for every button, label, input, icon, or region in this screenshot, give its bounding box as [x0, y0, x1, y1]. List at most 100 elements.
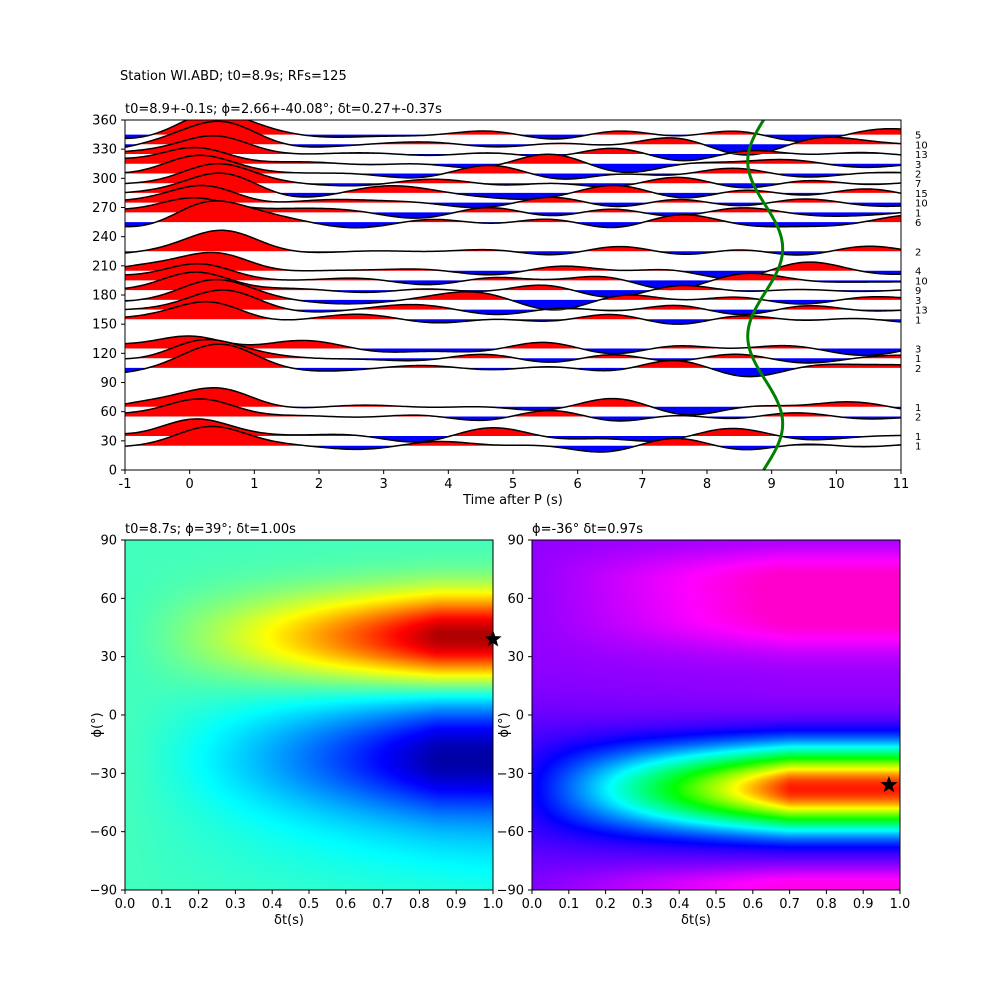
- rf-y-tick-label: 240: [92, 230, 117, 245]
- rf-trace-line: [125, 387, 901, 416]
- heatmap-right-x-tick-label: 0.2: [595, 897, 616, 912]
- rf-trace-count: 2: [915, 364, 921, 375]
- rf-trace-count: 13: [915, 150, 928, 161]
- rf-y-tick-label: 0: [109, 464, 117, 479]
- rf-trace-negative-fill: [125, 173, 901, 180]
- rf-y-tick-label: 150: [92, 318, 117, 333]
- rf-trace-line: [125, 418, 901, 443]
- rf-trace-negative-fill: [125, 270, 901, 279]
- rf-y-tick-label: 330: [92, 143, 117, 158]
- rf-trace-line: [125, 271, 901, 299]
- rf-x-tick-label: -1: [119, 477, 132, 492]
- rf-trace-count: 1: [915, 403, 921, 414]
- rf-trace-line: [125, 162, 901, 189]
- heatmap-right-y-tick-label: −90: [497, 884, 524, 899]
- rf-trace-line: [125, 398, 901, 422]
- rf-trace-line: [125, 289, 901, 316]
- rf-trace-count: 3: [915, 160, 921, 171]
- rf-trace-negative-fill: [125, 416, 901, 421]
- heatmap-right-y-tick-label: 60: [507, 592, 524, 607]
- rf-trace-count: 1: [915, 442, 921, 453]
- rf-trace-negative-fill: [125, 192, 901, 200]
- rf-traces: [125, 120, 901, 453]
- heatmap-right-x-label: δt(s): [681, 913, 711, 928]
- rf-trace-count: 5: [915, 131, 921, 142]
- rf-trace-line: [125, 154, 901, 180]
- heatmap-right-title: ϕ=-36° δt=0.97s: [532, 522, 643, 537]
- heatmap-left-y-tick-label: 60: [100, 592, 117, 607]
- rf-trace-count: 13: [915, 306, 928, 317]
- rf-y-tick-label: 360: [92, 114, 117, 129]
- heatmap-right-y-label: ϕ(°): [497, 712, 512, 737]
- rf-trace-line: [125, 301, 901, 325]
- rf-x-tick-label: 5: [509, 477, 517, 492]
- heatmap-right-x-tick-label: 1.0: [890, 897, 911, 912]
- heatmap-left-y-tick-label: −60: [90, 825, 117, 840]
- heatmap-right-y-tick-label: 90: [507, 534, 524, 549]
- rf-trace-negative-fill: [125, 309, 901, 315]
- rf-trace-line: [125, 343, 901, 378]
- heatmap-right-y-tick-label: 0: [516, 709, 524, 724]
- rf-trace-negative-fill: [125, 358, 901, 363]
- rf-x-tick-label: 6: [574, 477, 582, 492]
- heatmap-right-y-tick-label: 30: [507, 650, 524, 665]
- heatmap-left-x-tick-label: 1.0: [483, 897, 504, 912]
- rf-trace-negative-fill: [125, 435, 901, 442]
- rf-trace-count: 1: [915, 354, 921, 365]
- rf-trace-positive-fill: [125, 398, 901, 417]
- rf-trace-line: [125, 197, 901, 219]
- rf-x-ticks: -1 0 1 2 3 4 5 6 7 8 9 10 11: [119, 470, 910, 492]
- rf-x-tick-label: 11: [893, 477, 910, 492]
- heatmap-left: t0=8.7s; ϕ=39°; δt=1.00s 0.0 0.1 0.2 0.3 0.4…: [90, 522, 504, 928]
- rf-trace-count: 15: [915, 189, 928, 200]
- heatmap-right-best-star: [880, 776, 898, 793]
- rf-x-tick-label: 4: [444, 477, 452, 492]
- rf-x-tick-label: 10: [828, 477, 845, 492]
- rf-trace-line: [125, 263, 901, 291]
- rf-trace-positive-fill: [125, 426, 901, 446]
- heatmap-left-x-tick-label: 0.7: [372, 897, 393, 912]
- rf-y-tick-label: 30: [100, 434, 117, 449]
- best-fit-stars: [484, 630, 898, 793]
- rf-trace-line: [125, 229, 901, 256]
- rf-y-tick-label: 90: [100, 376, 117, 391]
- heatmap-left-x-tick-label: 0.4: [262, 897, 283, 912]
- rf-trace-positive-fill: [125, 344, 901, 368]
- rf-trace-count: 9: [915, 286, 921, 297]
- rf-y-tick-label: 300: [92, 172, 117, 187]
- heatmap-left-x-tick-label: 0.1: [151, 897, 172, 912]
- heatmap-right-x-tick-label: 0.9: [853, 897, 874, 912]
- rf-trace-count: 10: [915, 276, 928, 287]
- heatmap-left-x-tick-label: 0.0: [115, 897, 136, 912]
- rf-trace-positive-fill: [125, 387, 901, 407]
- heatmap-left-x-tick-label: 0.2: [188, 897, 209, 912]
- rf-y-ticks: 0 30 60 90 120 150 180 210 240 270 300 330 360: [92, 114, 125, 479]
- rf-trace-line: [125, 120, 901, 143]
- rf-trace-negative-fill: [125, 154, 901, 161]
- rf-trace-count: 4: [915, 267, 921, 278]
- rf-trace-count: 10: [915, 199, 928, 210]
- rf-trace-negative-fill: [125, 367, 901, 377]
- rf-y-tick-label: 60: [100, 405, 117, 420]
- rf-y-tick-label: 210: [92, 259, 117, 274]
- rf-trace-count: 3: [915, 296, 921, 307]
- heatmap-right-x-tick-label: 0.1: [558, 897, 579, 912]
- heatmap-left-y-tick-label: −30: [90, 767, 117, 782]
- rf-trace-negative-fill: [125, 445, 901, 452]
- rf-timing-curve: [746, 119, 785, 471]
- rf-trace-positive-fill: [125, 336, 901, 349]
- rf-y-tick-label: 270: [92, 201, 117, 216]
- heatmap-left-x-tick-label: 0.8: [409, 897, 430, 912]
- rf-panel: t0=8.9+-0.1s; ϕ=2.66+-40.08°; δt=0.27+-0…: [92, 102, 928, 508]
- heatmap-right-ticks: 0.0 0.1 0.2 0.3 0.4 0.5 0.6 0.7 0.8 0.9 1.0 −90 −60 −…: [497, 534, 911, 913]
- rf-trace-negative-fill: [125, 212, 901, 219]
- heatmap-right-y-tick-label: −30: [497, 767, 524, 782]
- rf-trace-line: [125, 425, 901, 453]
- rf-trace-line: [125, 200, 901, 229]
- rf-trace-line: [125, 338, 901, 364]
- rf-x-tick-label: 2: [315, 477, 323, 492]
- rf-trace-line: [125, 251, 901, 280]
- rf-trace-line: [125, 172, 901, 201]
